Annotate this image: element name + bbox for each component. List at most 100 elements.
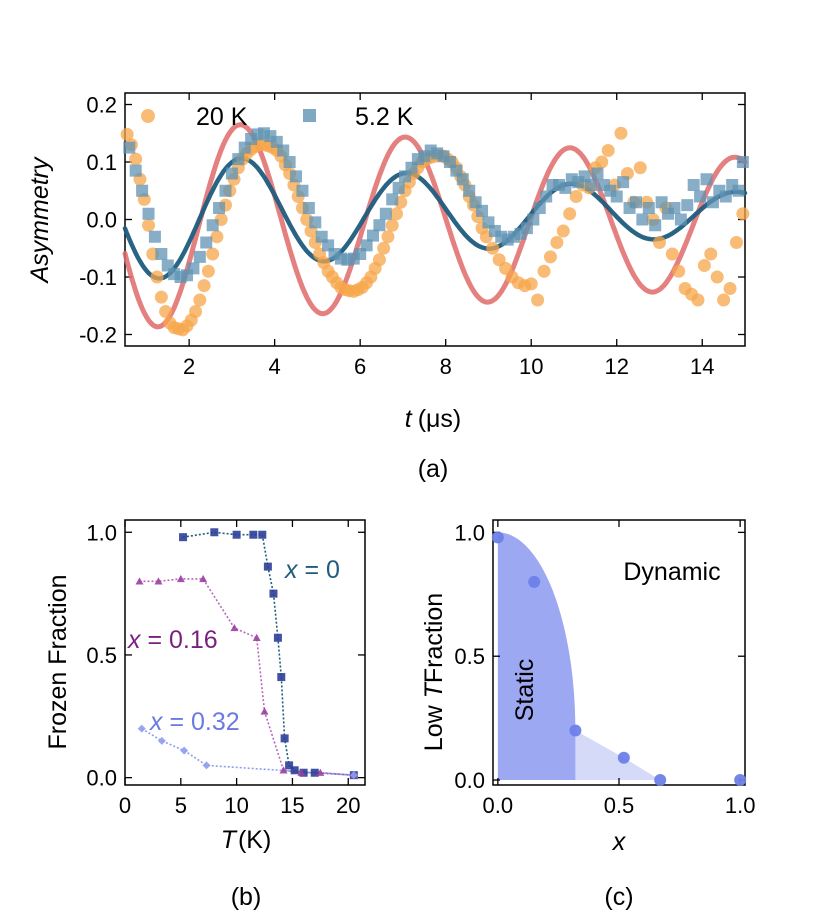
panel-a-ylabel: Asymmetry [26,156,54,285]
series-point-2 [137,724,146,733]
data-point-20k [390,207,404,221]
data-point-5k [129,164,142,177]
series-point-0 [290,766,299,775]
panel-b-ylabel: Frozen Fraction [44,574,72,749]
data-point-5k [629,196,642,209]
data-point-5k [591,167,604,180]
data-point-5k [193,250,206,263]
series-point-2 [202,761,211,770]
data-point-20k [193,293,207,307]
series-label-x0: x = 0 [284,556,340,584]
data-point-20k [372,253,386,267]
panel-c-ylabel-suffix: Fraction [420,593,448,683]
panel-a-xlabel-var: t [405,405,413,433]
panel-label-a: (a) [418,455,449,483]
data-point-20k [210,230,224,244]
panel-a-ytick-label: 0.2 [86,93,117,118]
fit-line-5k [122,156,748,281]
series-point-1 [252,633,261,641]
data-point-5k [225,167,238,180]
panel-c-ytick-label: 1.0 [454,520,485,545]
series-point-0 [263,562,272,571]
panel-c-xtick-label: 0.0 [483,793,514,818]
phase-point [617,751,630,764]
panel-b-xtick-label: 0 [119,793,131,818]
data-point-5k [123,141,136,154]
panel-c-ylabel-var: T [420,681,448,698]
panel-c-xtick-label: 0.5 [604,793,635,818]
panel-a-xtick-label: 4 [269,354,281,379]
region-label-static: Static [511,659,539,722]
series-point-0 [277,673,286,682]
boundary-region [575,730,661,781]
data-point-5k [296,184,309,197]
panel-b: 0 5 10 15 20 0.0 0.5 1.0 x = 0 x = 0.16 x = 0.3… [44,519,366,911]
data-point-5k [668,202,681,214]
panel-b-xtick-label: 5 [175,793,187,818]
data-point-20k [537,264,551,278]
data-point-5k [309,216,322,229]
static-region [497,532,576,781]
data-point-5k [142,207,155,220]
series-point-0 [179,533,188,542]
panel-label-b: (b) [231,883,262,911]
series-point-1 [230,623,239,632]
data-point-20k [723,282,737,295]
data-point-20k [377,241,391,255]
series-label-x016-var: x [127,626,142,654]
series-point-2 [349,771,358,780]
panel-a-legend: 20 K 5.2 K [141,103,414,131]
data-point-5k [649,219,662,232]
fit-line-20k [122,122,748,330]
data-point-5k [642,202,655,214]
data-point-20k [206,247,220,261]
panel-b-ytick-label: 0.5 [86,643,117,668]
panel-b-xtick-label: 20 [336,793,360,818]
data-point-5k [687,179,700,191]
panel-b-xtick-label: 10 [224,793,248,818]
panel-a-fits [122,122,748,330]
data-point-5k [277,144,290,157]
series-point-2 [157,736,166,745]
data-point-5k [617,176,630,189]
phase-point [528,575,541,588]
series-label-x016: x = 0.16 [127,626,218,654]
data-point-20k [486,241,500,255]
data-point-5k [655,196,668,209]
panel-b-points [135,528,358,780]
data-point-5k [636,213,649,226]
panel-a-xtick-label: 10 [519,354,543,379]
legend-marker-5k [303,109,316,122]
phase-point [569,724,582,737]
data-point-20k [201,264,215,278]
panel-c-xlabel: x [612,828,627,856]
data-point-20k [710,270,724,284]
series-line-1 [139,578,354,776]
series-point-2 [180,746,189,755]
data-point-20k [633,161,647,175]
panel-a-ticks: 2 4 6 8 10 12 14 -0.2 -0.1 0.0 0.1 0.2 [79,93,745,379]
panel-a: 2 4 6 8 10 12 14 -0.2 -0.1 0.0 0.1 0.2 20 K 5.2 K A… [26,92,750,483]
panel-a-ytick-label: 0.0 [86,208,117,233]
data-point-20k [569,190,583,203]
panel-c-ticks: 0.0 0.5 1.0 0.0 0.5 1.0 [454,520,755,818]
phase-point [654,774,667,787]
data-point-5k [283,156,296,168]
data-point-20k [543,250,557,264]
data-point-20k [150,270,164,284]
panel-c-regions [497,532,661,781]
series-point-1 [135,577,144,585]
series-point-0 [269,589,278,598]
data-point-5k [219,184,232,197]
legend-label-20k: 20 K [196,103,248,131]
data-point-20k [672,264,686,278]
data-point-5k [213,202,226,214]
panel-b-xlabel-unit: (K) [238,826,271,854]
data-point-20k [691,293,705,307]
panel-a-xtick-label: 6 [354,354,366,379]
data-point-20k [142,218,156,232]
series-point-1 [176,574,185,583]
data-point-20k [595,155,609,169]
legend-marker-20k [141,109,155,123]
series-label-x016-value: = 0.16 [141,626,218,654]
